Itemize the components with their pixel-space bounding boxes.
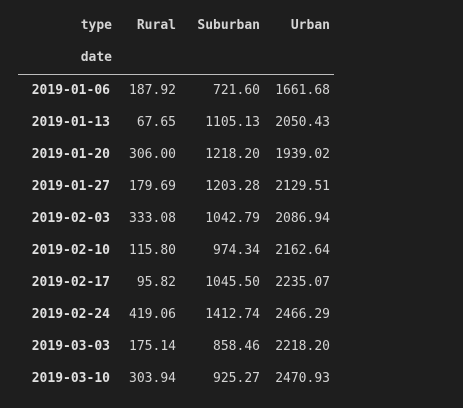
index-header-empty-cell bbox=[264, 42, 334, 75]
table-row: 2019-01-20 306.00 1218.20 1939.02 bbox=[18, 139, 334, 171]
column-header-rural: Rural bbox=[136, 18, 176, 33]
cell-urban: 2162.64 bbox=[275, 243, 330, 258]
cell-rural: 306.00 bbox=[129, 147, 176, 162]
index-header-empty-cell bbox=[116, 42, 180, 75]
cell-urban: 2218.20 bbox=[275, 339, 330, 354]
table-row: 2019-02-10 115.80 974.34 2162.64 bbox=[18, 235, 334, 267]
columns-name-label: type bbox=[80, 18, 112, 33]
row-index-date: 2019-01-27 bbox=[31, 179, 110, 194]
cell-suburban: 1045.50 bbox=[205, 275, 260, 290]
row-index-date: 2019-01-06 bbox=[31, 83, 110, 98]
row-index-date: 2019-02-24 bbox=[31, 307, 110, 322]
cell-urban: 2050.43 bbox=[275, 115, 330, 130]
cell-rural: 179.69 bbox=[129, 179, 176, 194]
cell-suburban: 925.27 bbox=[213, 371, 260, 386]
cell-rural: 67.65 bbox=[136, 115, 176, 130]
index-header-empty-cell bbox=[180, 42, 264, 75]
row-index-date: 2019-02-10 bbox=[31, 243, 110, 258]
row-index-date: 2019-01-13 bbox=[31, 115, 110, 130]
cell-urban: 1939.02 bbox=[275, 147, 330, 162]
cell-suburban: 721.60 bbox=[213, 83, 260, 98]
table-row: 2019-01-06 187.92 721.60 1661.68 bbox=[18, 75, 334, 108]
row-index-date: 2019-01-20 bbox=[31, 147, 110, 162]
cell-urban: 2235.07 bbox=[275, 275, 330, 290]
table-row: 2019-03-10 303.94 925.27 2470.93 bbox=[18, 363, 334, 395]
cell-rural: 333.08 bbox=[129, 211, 176, 226]
row-index-date: 2019-02-03 bbox=[31, 211, 110, 226]
cell-urban: 2466.29 bbox=[275, 307, 330, 322]
row-index-date: 2019-03-03 bbox=[31, 339, 110, 354]
table-row: 2019-03-03 175.14 858.46 2218.20 bbox=[18, 331, 334, 363]
dataframe-table: type Rural Suburban Urban date 2019-01-0… bbox=[18, 10, 334, 395]
cell-urban: 2086.94 bbox=[275, 211, 330, 226]
cell-rural: 115.80 bbox=[129, 243, 176, 258]
cell-suburban: 1412.74 bbox=[205, 307, 260, 322]
cell-rural: 419.06 bbox=[129, 307, 176, 322]
cell-rural: 187.92 bbox=[129, 83, 176, 98]
cell-suburban: 1105.13 bbox=[205, 115, 260, 130]
table-row: 2019-02-17 95.82 1045.50 2235.07 bbox=[18, 267, 334, 299]
cell-suburban: 1203.28 bbox=[205, 179, 260, 194]
column-header-urban: Urban bbox=[290, 18, 330, 33]
cell-rural: 95.82 bbox=[136, 275, 176, 290]
cell-suburban: 974.34 bbox=[213, 243, 260, 258]
cell-urban: 2470.93 bbox=[275, 371, 330, 386]
table-row: 2019-02-03 333.08 1042.79 2086.94 bbox=[18, 203, 334, 235]
cell-suburban: 1218.20 bbox=[205, 147, 260, 162]
row-index-date: 2019-03-10 bbox=[31, 371, 110, 386]
cell-suburban: 1042.79 bbox=[205, 211, 260, 226]
table-row: 2019-02-24 419.06 1412.74 2466.29 bbox=[18, 299, 334, 331]
cell-rural: 175.14 bbox=[129, 339, 176, 354]
table-body: 2019-01-06 187.92 721.60 1661.68 2019-01… bbox=[18, 75, 334, 396]
cell-urban: 2129.51 bbox=[275, 179, 330, 194]
columns-header-row: type Rural Suburban Urban bbox=[18, 10, 334, 42]
cell-urban: 1661.68 bbox=[275, 83, 330, 98]
table-row: 2019-01-13 67.65 1105.13 2050.43 bbox=[18, 107, 334, 139]
cell-rural: 303.94 bbox=[129, 371, 176, 386]
cell-suburban: 858.46 bbox=[213, 339, 260, 354]
index-name-label: date bbox=[18, 42, 116, 75]
table-row: 2019-01-27 179.69 1203.28 2129.51 bbox=[18, 171, 334, 203]
row-index-date: 2019-02-17 bbox=[31, 275, 110, 290]
index-header-row: date bbox=[18, 42, 334, 75]
table-header: type Rural Suburban Urban date bbox=[18, 10, 334, 75]
column-header-suburban: Suburban bbox=[197, 18, 260, 33]
